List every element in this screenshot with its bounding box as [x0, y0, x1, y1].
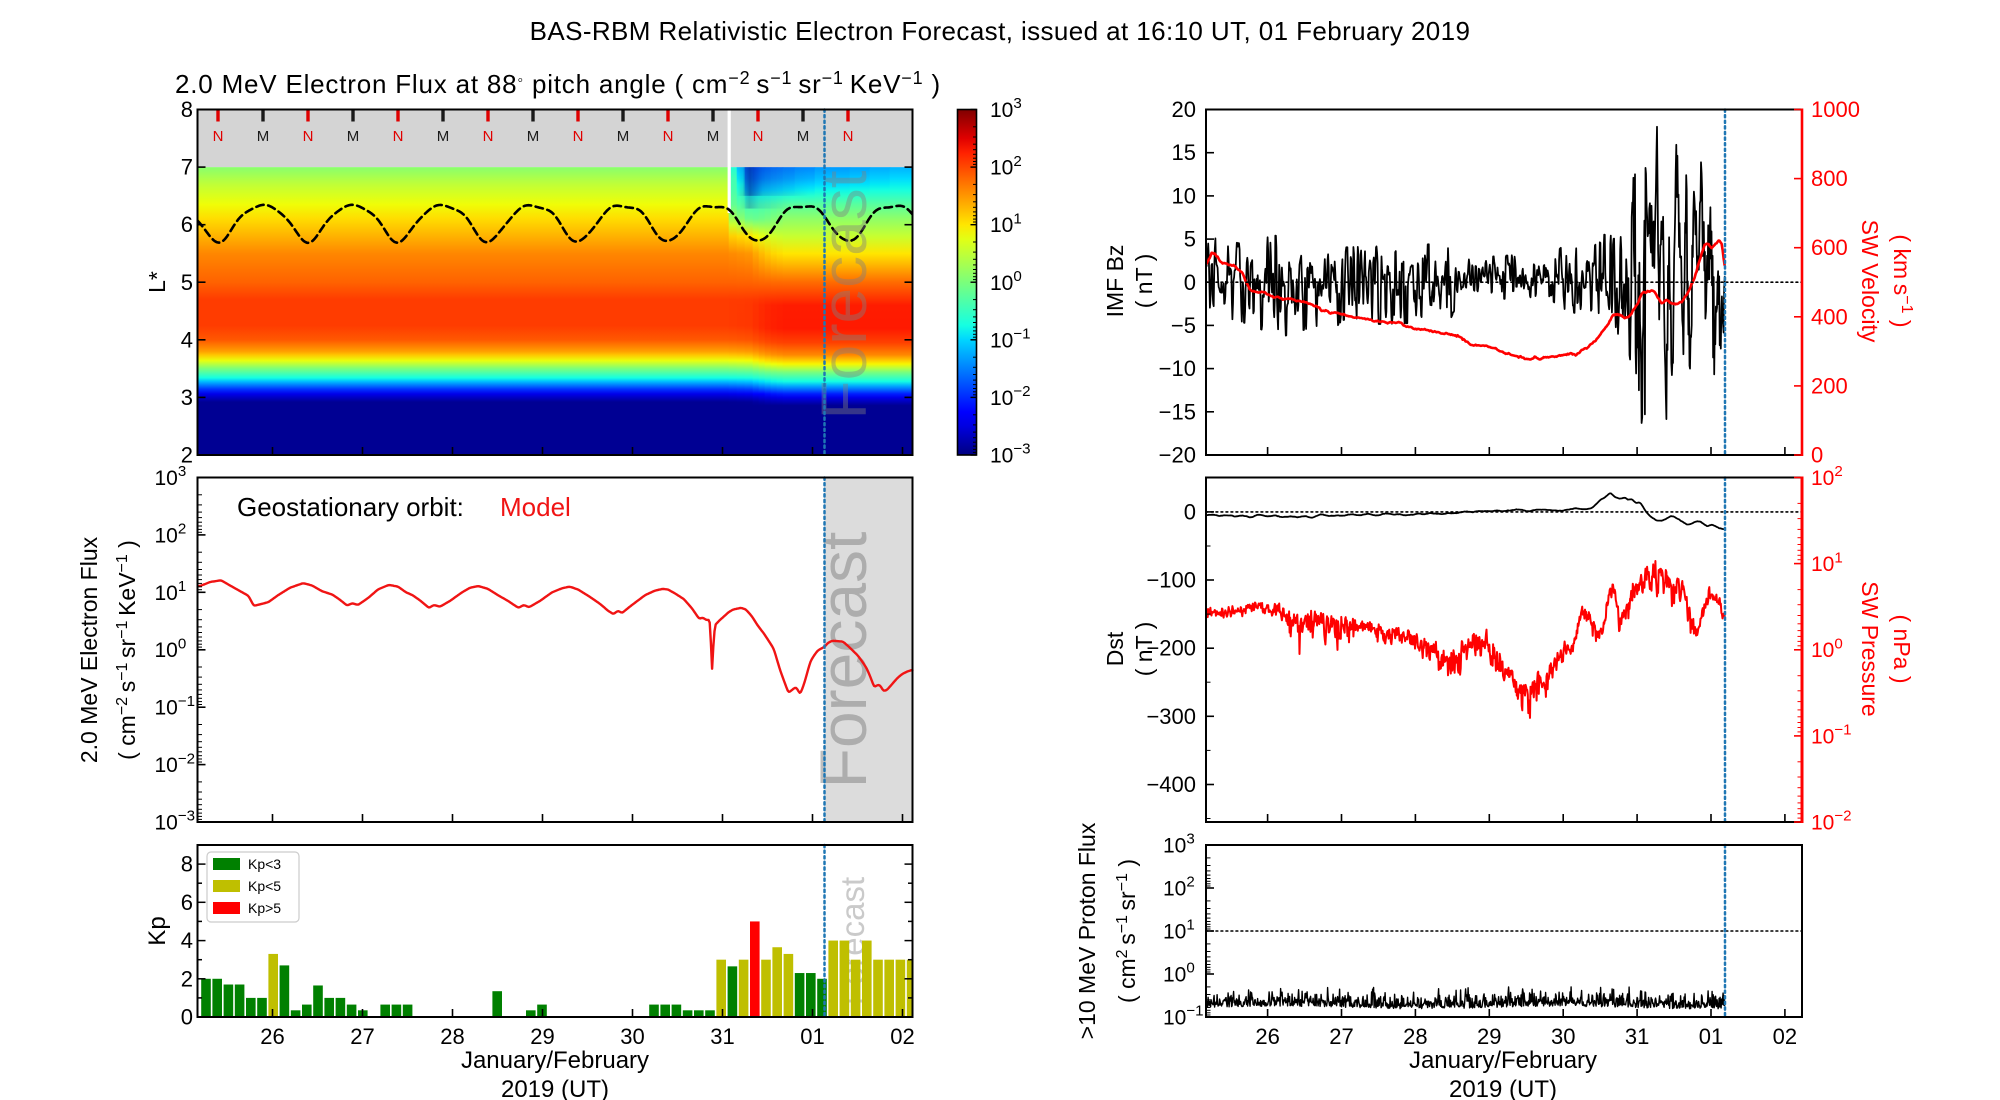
svg-text:2.0 MeV Electron Flux: 2.0 MeV Electron Flux — [76, 536, 102, 763]
svg-text:5: 5 — [1184, 227, 1196, 252]
svg-text:>10 MeV Proton Flux: >10 MeV Proton Flux — [1074, 822, 1100, 1039]
svg-text:N: N — [213, 128, 224, 145]
svg-text:4: 4 — [181, 928, 193, 953]
svg-text:0: 0 — [1184, 499, 1196, 524]
svg-text:30: 30 — [1551, 1024, 1575, 1049]
svg-text:SW Velocity: SW Velocity — [1857, 220, 1883, 343]
svg-text:4: 4 — [181, 327, 193, 352]
svg-text:3: 3 — [181, 385, 193, 410]
svg-text:02: 02 — [1773, 1024, 1797, 1049]
svg-text:Kp>5: Kp>5 — [248, 900, 281, 916]
svg-text:02: 02 — [890, 1024, 914, 1049]
svg-text:7: 7 — [181, 155, 193, 180]
svg-text:( nPa ): ( nPa ) — [1889, 614, 1915, 683]
svg-text:28: 28 — [440, 1024, 464, 1049]
svg-text:01: 01 — [1699, 1024, 1723, 1049]
svg-text:1000: 1000 — [1811, 97, 1860, 122]
svg-text:N: N — [753, 128, 764, 145]
svg-text:5: 5 — [181, 270, 193, 295]
svg-text:N: N — [483, 128, 494, 145]
svg-text:L*: L* — [144, 271, 170, 293]
svg-text:Forecast: Forecast — [808, 170, 880, 419]
svg-text:−400: −400 — [1146, 772, 1196, 797]
svg-text:6: 6 — [181, 890, 193, 915]
svg-text:400: 400 — [1811, 304, 1848, 329]
svg-text:M: M — [437, 128, 450, 145]
svg-text:31: 31 — [1625, 1024, 1649, 1049]
svg-text:102: 102 — [990, 153, 1022, 180]
svg-text:29: 29 — [530, 1024, 554, 1049]
svg-text:Forecast: Forecast — [806, 532, 880, 789]
svg-text:−10: −10 — [1159, 356, 1196, 381]
svg-text:27: 27 — [1329, 1024, 1353, 1049]
svg-text:0: 0 — [1811, 443, 1823, 468]
svg-text:Kp<3: Kp<3 — [248, 856, 281, 872]
svg-text:January/February: January/February — [1409, 1047, 1597, 1074]
svg-text:−100: −100 — [1146, 568, 1196, 593]
svg-text:( km s−1 ): ( km s−1 ) — [1889, 234, 1915, 327]
svg-text:−5: −5 — [1171, 313, 1196, 338]
svg-text:28: 28 — [1403, 1024, 1427, 1049]
svg-text:M: M — [797, 128, 810, 145]
svg-text:26: 26 — [1255, 1024, 1279, 1049]
svg-text:N: N — [573, 128, 584, 145]
svg-text:30: 30 — [620, 1024, 644, 1049]
svg-text:2019 (UT): 2019 (UT) — [501, 1076, 609, 1100]
svg-text:( nT ): ( nT ) — [1131, 254, 1157, 309]
svg-text:−20: −20 — [1159, 443, 1196, 468]
svg-text:January/February: January/February — [461, 1047, 649, 1074]
svg-text:N: N — [843, 128, 854, 145]
svg-text:M: M — [257, 128, 270, 145]
svg-text:600: 600 — [1811, 235, 1848, 260]
svg-text:Geostationary orbit:: Geostationary orbit: — [237, 492, 464, 522]
svg-text:Dst: Dst — [1102, 631, 1128, 666]
svg-text:M: M — [707, 128, 720, 145]
svg-text:N: N — [663, 128, 674, 145]
svg-text:M: M — [347, 128, 360, 145]
svg-text:20: 20 — [1172, 97, 1196, 122]
svg-text:29: 29 — [1477, 1024, 1501, 1049]
svg-text:31: 31 — [710, 1024, 734, 1049]
svg-text:−200: −200 — [1146, 636, 1196, 661]
svg-text:BAS-RBM Relativistic Electron: BAS-RBM Relativistic Electron Forecast, … — [530, 16, 1471, 46]
svg-text:N: N — [393, 128, 404, 145]
svg-text:Kp<5: Kp<5 — [248, 878, 281, 894]
svg-text:0: 0 — [1184, 270, 1196, 295]
svg-text:01: 01 — [800, 1024, 824, 1049]
svg-text:27: 27 — [350, 1024, 374, 1049]
svg-text:2019 (UT): 2019 (UT) — [1449, 1076, 1557, 1100]
svg-text:10−2: 10−2 — [990, 383, 1031, 410]
svg-text:M: M — [527, 128, 540, 145]
svg-text:2: 2 — [181, 966, 193, 991]
svg-text:( nT ): ( nT ) — [1131, 622, 1157, 677]
svg-text:800: 800 — [1811, 166, 1848, 191]
svg-text:−300: −300 — [1146, 704, 1196, 729]
svg-text:Model: Model — [500, 492, 571, 522]
svg-text:8: 8 — [181, 97, 193, 122]
svg-text:−15: −15 — [1159, 399, 1196, 424]
svg-text:2: 2 — [181, 443, 193, 468]
svg-text:6: 6 — [181, 212, 193, 237]
svg-text:8: 8 — [181, 852, 193, 877]
svg-text:200: 200 — [1811, 373, 1848, 398]
svg-text:Kp: Kp — [144, 916, 171, 945]
svg-text:( cm−2 s−1 sr−1 KeV−1 ): ( cm−2 s−1 sr−1 KeV−1 ) — [114, 540, 140, 760]
svg-text:SW Pressure: SW Pressure — [1857, 581, 1883, 716]
svg-text:15: 15 — [1172, 140, 1196, 165]
svg-text:0: 0 — [181, 1005, 193, 1030]
svg-text:M: M — [617, 128, 630, 145]
svg-text:26: 26 — [260, 1024, 284, 1049]
svg-text:IMF Bz: IMF Bz — [1102, 245, 1128, 318]
svg-text:N: N — [303, 128, 314, 145]
svg-text:2.0 MeV Electron Flux at 88◦: 2.0 MeV Electron Flux at 88◦ pitch angle… — [175, 68, 941, 99]
svg-text:10: 10 — [1172, 183, 1196, 208]
